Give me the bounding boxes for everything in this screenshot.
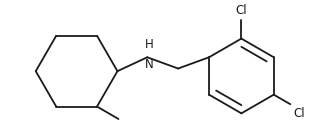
Text: Cl: Cl [236, 4, 247, 17]
Text: Cl: Cl [293, 107, 304, 120]
Text: H: H [145, 38, 153, 51]
Text: N: N [145, 58, 153, 71]
